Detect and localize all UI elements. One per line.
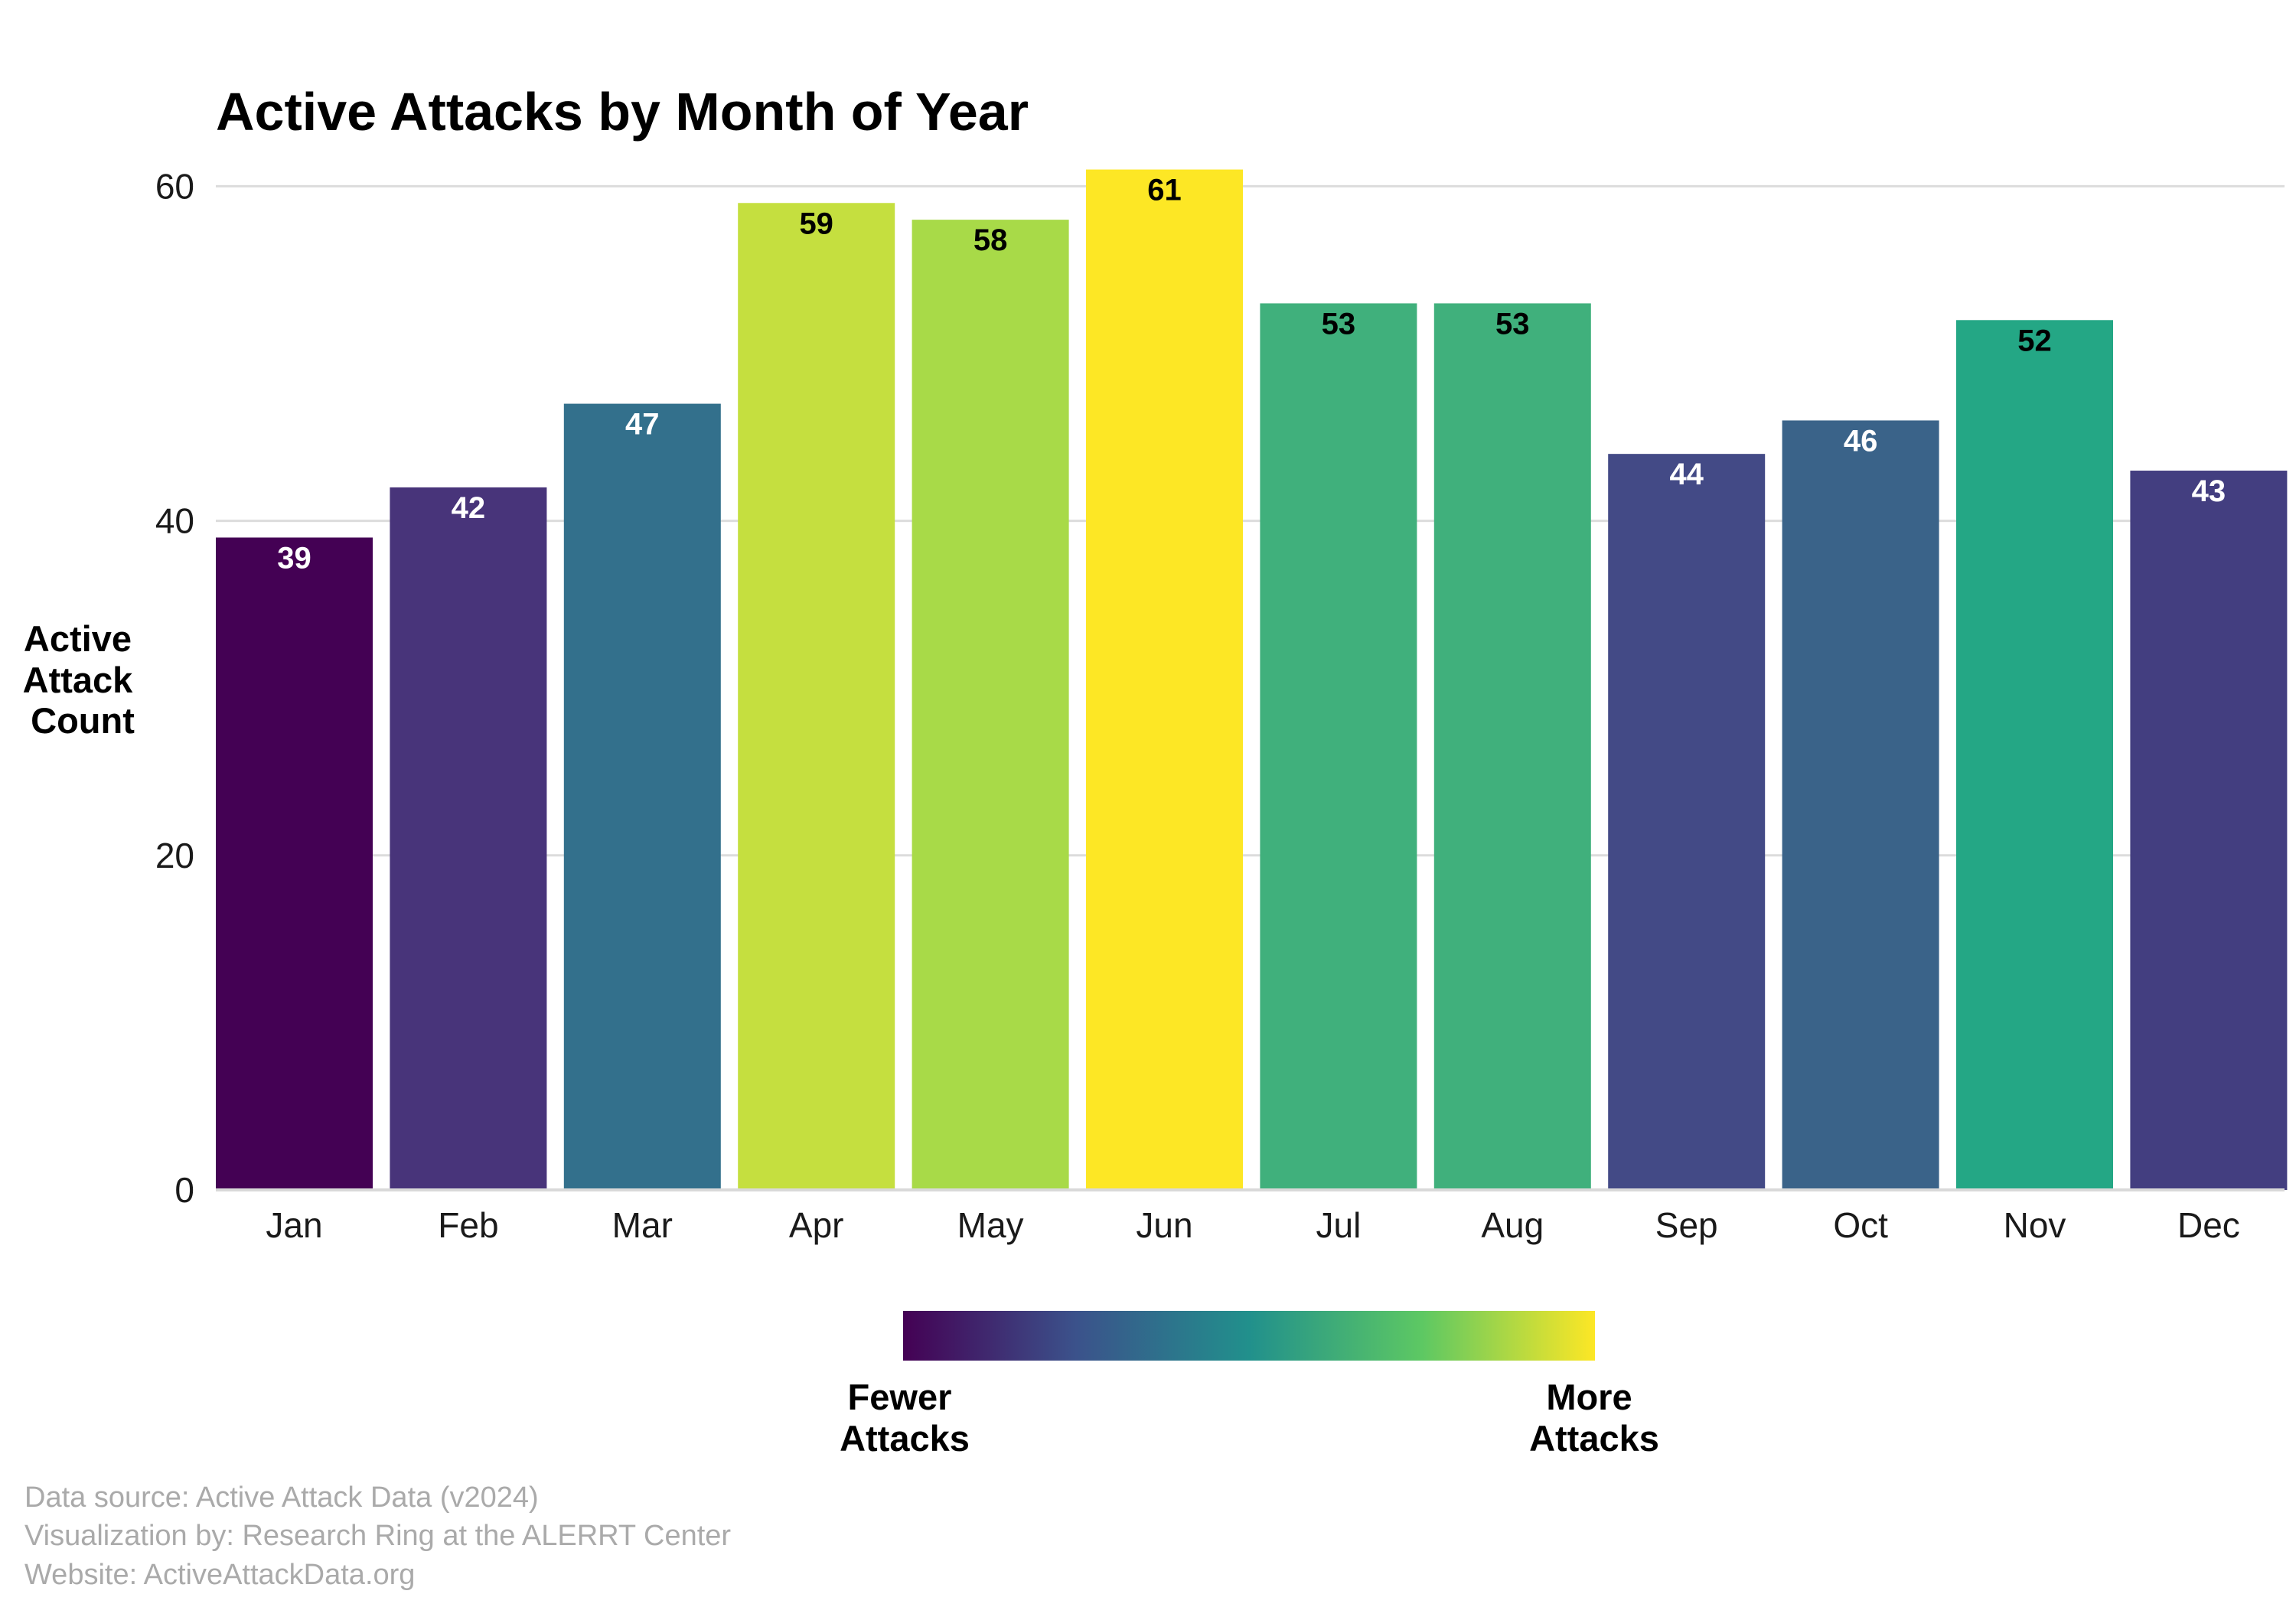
bar-value-label-feb: 42 [452, 491, 486, 525]
x-axis-ticks: Jan Feb Mar Apr May Jun Jul Aug Sep Oct Nov Dec [266, 1205, 2239, 1245]
bar-nov [1956, 320, 2113, 1190]
y-axis-label-line-3: Count [31, 700, 135, 741]
bar-value-label-apr: 59 [799, 207, 833, 240]
bar-value-label-jan: 39 [277, 541, 311, 575]
bar-value-label-jul: 53 [1322, 307, 1356, 341]
bar-mar [563, 403, 721, 1190]
y-axis-label: Active Attack Count [23, 618, 143, 741]
caption-website: Website: ActiveAttackData.org [24, 1559, 415, 1591]
bar-value-label-may: 58 [974, 223, 1008, 257]
x-tick-label-aug: Aug [1481, 1205, 1544, 1245]
x-tick-label-sep: Sep [1655, 1205, 1718, 1245]
bar-feb [390, 487, 547, 1190]
y-tick-label-60: 60 [155, 166, 194, 206]
bar-value-label-dec: 43 [2192, 474, 2226, 508]
x-tick-label-mar: Mar [612, 1205, 673, 1245]
bar-jul [1260, 303, 1417, 1190]
x-tick-label-nov: Nov [2004, 1205, 2066, 1245]
x-tick-label-may: May [957, 1205, 1024, 1245]
x-tick-label-jan: Jan [266, 1205, 322, 1245]
y-axis-label-line-1: Active [24, 618, 132, 659]
bars [216, 169, 2288, 1190]
y-tick-label-40: 40 [155, 501, 194, 541]
y-axis-label-line-2: Attack [23, 660, 134, 700]
gridlines [216, 184, 2285, 857]
bar-value-labels: 39 42 47 59 58 61 53 53 44 46 52 43 [277, 174, 2226, 575]
chart-title: Active Attacks by Month of Year [216, 82, 1029, 142]
caption-visualization-credit: Visualization by: Research Ring at the A… [24, 1520, 731, 1552]
bar-oct [1782, 420, 1939, 1190]
x-tick-label-jul: Jul [1316, 1205, 1361, 1245]
x-tick-label-jun: Jun [1136, 1205, 1192, 1245]
legend-high-label: More Attacks [1529, 1377, 1659, 1459]
x-tick-label-apr: Apr [789, 1205, 844, 1245]
bar-aug [1433, 303, 1591, 1190]
bar-value-label-nov: 52 [2017, 324, 2052, 357]
bar-jan [216, 537, 373, 1190]
x-tick-label-feb: Feb [438, 1205, 498, 1245]
legend-high-label-line-1: More [1546, 1377, 1632, 1417]
legend-low-label-line-1: Fewer [848, 1377, 952, 1417]
caption-data-source: Data source: Active Attack Data (v2024) [24, 1482, 539, 1514]
bar-value-label-jun: 61 [1147, 174, 1182, 207]
bar-sep [1608, 454, 1766, 1190]
y-axis-ticks: 0 20 40 60 [155, 166, 194, 1210]
bar-value-label-aug: 53 [1495, 307, 1530, 341]
bar-dec [2130, 471, 2288, 1190]
y-tick-label-20: 20 [155, 836, 194, 875]
legend-high-label-line-2: Attacks [1529, 1418, 1659, 1459]
bar-jun [1086, 169, 1243, 1190]
legend-colorbar [903, 1311, 1595, 1361]
x-tick-label-dec: Dec [2177, 1205, 2240, 1245]
bar-value-label-oct: 46 [1844, 424, 1878, 458]
bar-apr [738, 203, 895, 1190]
bar-value-label-mar: 47 [625, 408, 660, 442]
legend-low-label-line-2: Attacks [840, 1418, 970, 1459]
x-tick-label-oct: Oct [1833, 1205, 1888, 1245]
bar-may [912, 220, 1069, 1190]
y-tick-label-0: 0 [174, 1170, 194, 1210]
legend-low-label: Fewer Attacks [840, 1377, 970, 1459]
bar-value-label-sep: 44 [1669, 458, 1704, 491]
